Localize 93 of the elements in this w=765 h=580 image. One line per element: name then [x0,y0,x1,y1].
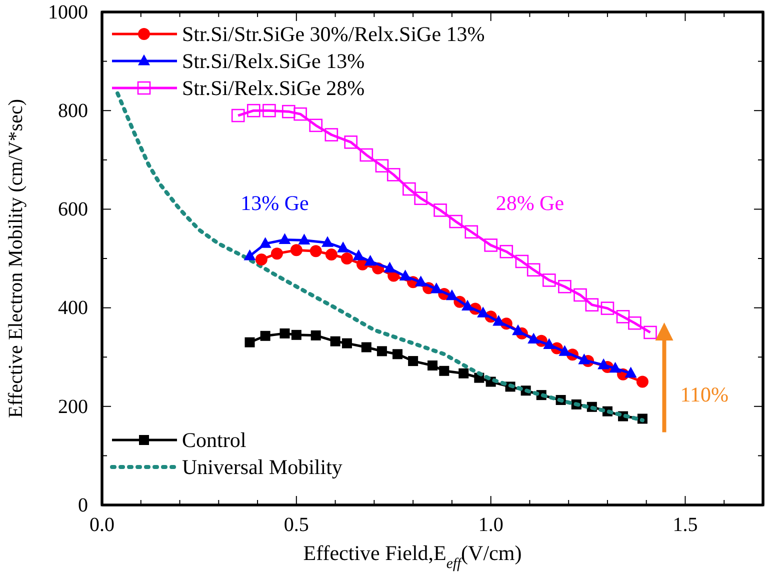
point [255,253,268,266]
point [337,242,350,252]
point [342,338,352,348]
point [376,346,387,356]
point [414,192,428,206]
point [375,159,389,172]
point [260,330,270,341]
annotation: 13% Ge [240,190,309,215]
point [290,244,302,256]
x-tick-label: 1.0 [478,514,504,536]
point [528,332,540,344]
y-tick-label: 600 [58,198,88,221]
x-axis-title: Effective Field,E$_{eff}$(V/cm) [303,541,522,572]
point [231,108,245,122]
point [558,345,571,356]
point [434,204,447,217]
point [325,248,338,261]
point [298,234,310,244]
point [344,136,358,149]
point [598,358,610,370]
point [278,233,291,244]
point [430,282,442,294]
point [624,366,637,378]
point [280,328,290,338]
point [361,342,372,352]
point [461,300,474,311]
point [324,128,338,142]
point [270,248,283,260]
point [384,262,396,273]
point [322,236,334,247]
point [644,326,657,340]
point [310,245,322,258]
point [578,353,590,364]
y-tick-label: 800 [58,100,88,122]
legend-label: Str.Si/Relx.SiGe 13% [182,49,365,73]
point [399,270,412,280]
point [600,302,614,315]
point [310,330,321,340]
legend-label: Control [182,428,246,452]
point [246,104,260,118]
y-axis-title: Effective Electron Mobility (cm/V*sec) [5,99,27,418]
x-tick-label: 1.5 [672,514,698,536]
point [259,237,272,248]
point [244,337,255,348]
point [464,225,478,239]
point [340,252,353,264]
point [558,280,572,294]
point [526,263,540,276]
point [477,306,490,318]
point [291,330,302,340]
y-tick-label: 1000 [48,1,88,24]
point [515,254,529,268]
annotation: 110% [680,382,728,406]
x-tick-label: 0.0 [90,514,114,536]
point [414,276,427,286]
point [428,360,438,370]
point [628,316,642,330]
point [512,324,524,336]
point [616,310,630,324]
point [449,214,462,228]
point [585,298,599,312]
x-tick-label: 0.5 [284,514,309,536]
point [262,104,276,118]
point [408,356,418,366]
legend-label: Universal Mobility [182,455,343,479]
point [386,168,400,182]
y-tick-label: 200 [58,396,88,418]
point [352,249,365,260]
y-tick-label: 0 [78,494,88,516]
point [458,368,469,378]
point [543,338,556,349]
point [294,107,307,121]
point [244,249,256,260]
point [542,274,556,287]
point [484,238,498,252]
point [500,244,514,258]
point [282,104,296,118]
point [439,366,450,376]
point [492,315,505,326]
point [330,336,340,346]
legend-label: Str.Si/Str.SiGe 30%/Relx.SiGe 13% [182,22,485,46]
point [309,118,323,132]
point [402,182,416,196]
point [636,376,648,388]
point [364,254,376,266]
point [446,289,458,300]
point [609,362,622,373]
point [392,349,403,360]
y-tick-label: 400 [58,297,88,320]
legend-label: Str.Si/Relx.SiGe 28% [182,76,365,100]
point [360,148,374,162]
point [574,288,587,302]
annotation: 28% Ge [496,191,564,216]
